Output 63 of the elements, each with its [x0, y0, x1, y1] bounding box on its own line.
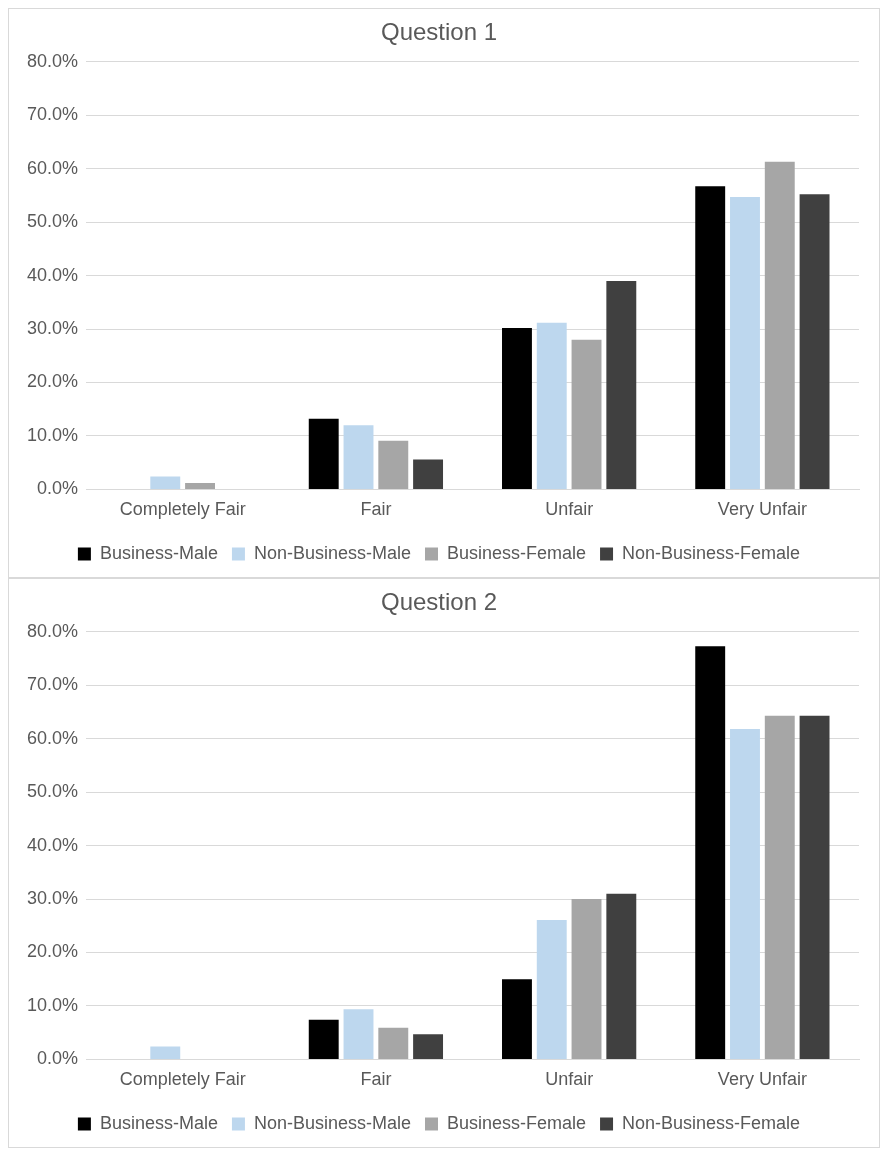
bar: [571, 339, 602, 489]
bar: [606, 280, 637, 489]
chart-title: Question 1: [380, 18, 498, 46]
y-tick-label: 10.0%: [26, 424, 79, 445]
y-tick-label: 30.0%: [26, 888, 79, 909]
y-tick-label: 60.0%: [26, 157, 79, 178]
bar: [378, 1027, 409, 1059]
bar: [343, 425, 374, 489]
bar: [571, 899, 602, 1059]
bar: [799, 715, 830, 1059]
y-tick-label: 10.0%: [26, 994, 79, 1015]
bar: [413, 1034, 444, 1059]
y-tick-label: 80.0%: [26, 50, 79, 71]
y-tick-label: 0.0%: [37, 478, 79, 499]
x-tick-label: Completely Fair: [119, 499, 246, 520]
x-tick-label: Completely Fair: [119, 1069, 246, 1090]
y-tick-label: 20.0%: [26, 371, 79, 392]
legend-label: Business-Female: [446, 542, 587, 563]
bar: [185, 482, 216, 489]
bar: [606, 893, 637, 1059]
y-tick-label: 40.0%: [26, 264, 79, 285]
x-tick-label: Unfair: [545, 499, 594, 520]
bar: [308, 418, 339, 489]
x-tick-label: Fair: [360, 1069, 392, 1090]
y-tick-label: 60.0%: [26, 727, 79, 748]
y-tick-label: 70.0%: [26, 674, 79, 695]
bar: [308, 1019, 339, 1059]
y-tick-label: 30.0%: [26, 318, 79, 339]
bar: [150, 476, 181, 489]
chart-title: Question 2: [380, 588, 498, 616]
legend-label: Non-Business-Female: [622, 1112, 801, 1133]
y-tick-label: 50.0%: [26, 781, 79, 802]
bar: [413, 459, 444, 489]
bar: [730, 197, 760, 489]
bar: [799, 194, 830, 489]
bar: [343, 1009, 374, 1059]
legend-label: Business-Male: [99, 1112, 218, 1133]
bar: [730, 729, 760, 1059]
bar: [150, 1046, 181, 1059]
bar: [695, 646, 726, 1059]
bar: [378, 440, 409, 489]
legend-label: Non-Business-Male: [253, 542, 411, 563]
x-tick-label: Very Unfair: [717, 499, 807, 520]
bar: [695, 186, 726, 489]
y-tick-label: 50.0%: [26, 211, 79, 232]
bar: [536, 919, 567, 1059]
y-tick-label: 70.0%: [26, 104, 79, 125]
x-tick-label: Very Unfair: [717, 1069, 807, 1090]
bar: [536, 322, 567, 489]
legend-label: Non-Business-Male: [253, 1112, 411, 1133]
y-tick-label: 20.0%: [26, 941, 79, 962]
bar: [764, 715, 795, 1059]
legend-label: Business-Male: [99, 542, 218, 563]
bar: [764, 161, 795, 489]
x-tick-label: Unfair: [545, 1069, 594, 1090]
legend-label: Business-Female: [446, 1112, 587, 1133]
bar: [502, 979, 532, 1059]
y-tick-label: 0.0%: [37, 1048, 79, 1069]
y-tick-label: 40.0%: [26, 834, 79, 855]
x-tick-label: Fair: [360, 499, 392, 520]
legend-label: Non-Business-Female: [622, 542, 801, 563]
bar: [502, 327, 532, 489]
y-tick-label: 80.0%: [26, 620, 79, 641]
